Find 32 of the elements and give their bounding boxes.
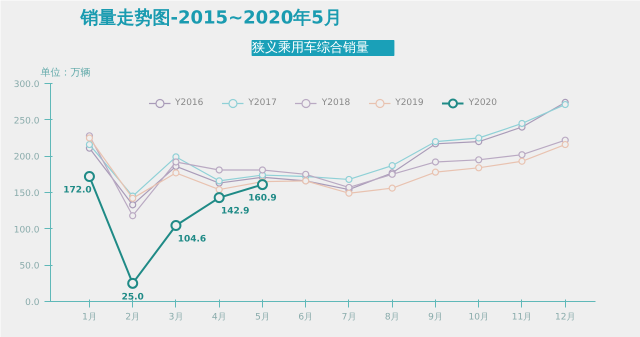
y-tick-label: 200.0 — [14, 152, 40, 163]
y-tick-label: 50.0 — [19, 262, 40, 272]
data-label: 160.9 — [248, 194, 277, 204]
y-tick-label: 150.0 — [14, 189, 40, 199]
legend-label: Y2016 — [174, 98, 204, 108]
x-tick-label: 10月 — [468, 312, 489, 322]
x-tick-label: 2月 — [125, 312, 140, 322]
chart-title: 销量走势图-2015~2020年5月 — [80, 8, 342, 28]
data-label: 172.0 — [63, 186, 92, 196]
x-tick-label: 3月 — [168, 312, 184, 322]
legend-label: Y2020 — [468, 98, 498, 108]
y-axis-title: 单位：万辆 — [40, 66, 90, 78]
x-tick-label: 8月 — [384, 312, 400, 322]
x-tick-label: 5月 — [255, 312, 270, 322]
y-tick-label: 300.0 — [14, 80, 40, 90]
data-label: 104.6 — [178, 234, 206, 244]
x-tick-label: 1月 — [82, 312, 97, 322]
y-tick-label: 250.0 — [14, 116, 40, 126]
legend-label: Y2017 — [248, 98, 277, 108]
legend-label: Y2019 — [395, 98, 424, 108]
x-tick-label: 4月 — [212, 312, 227, 322]
chart-subtitle: 狭义乘用车综合销量 — [252, 40, 370, 56]
x-tick-label: 12月 — [554, 312, 576, 322]
x-tick-label: 6月 — [298, 312, 314, 322]
legend-label: Y2018 — [322, 98, 350, 108]
x-tick-label: 7月 — [342, 312, 356, 322]
data-label: 142.9 — [220, 206, 250, 217]
y-tick-label: 100.0 — [14, 225, 40, 236]
x-tick-label: 11月 — [512, 312, 532, 322]
data-label: 25.0 — [122, 292, 144, 302]
x-tick-label: 9月 — [428, 312, 443, 322]
y-tick-label: 0.0 — [25, 298, 40, 308]
